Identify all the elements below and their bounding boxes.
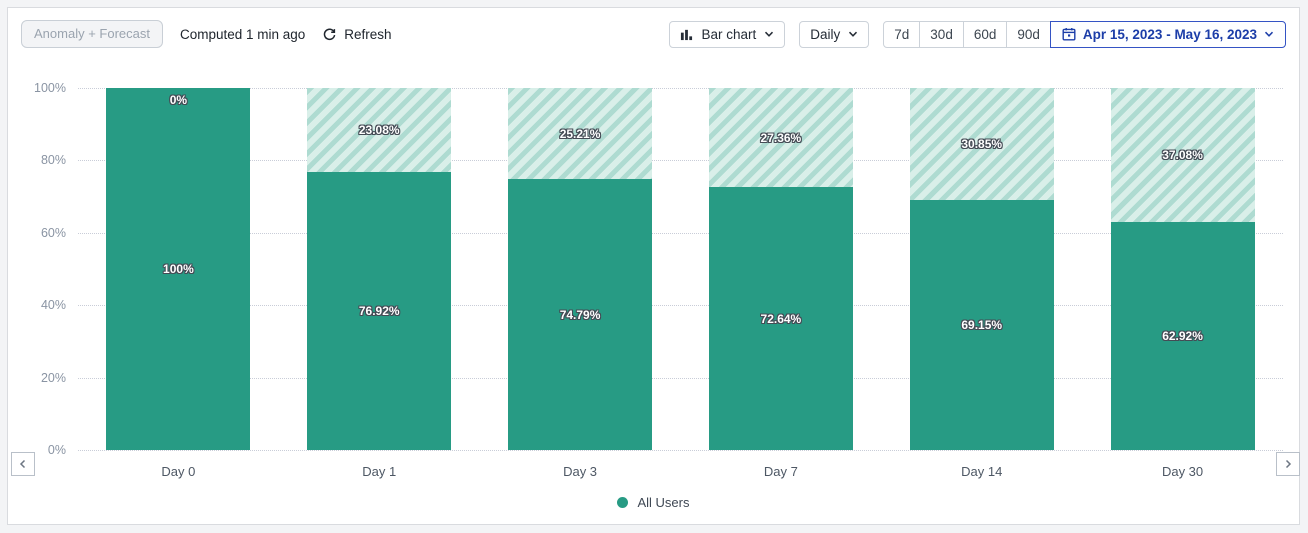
bar-chart-icon: [680, 28, 693, 41]
x-axis-label: Day 14: [961, 464, 1003, 479]
date-range-segmented-control: 7d 30d 60d 90d Apr 15, 2023 - May: [883, 20, 1286, 48]
x-axis-label: Day 3: [563, 464, 598, 479]
bar-segment-hatched[interactable]: [708, 88, 853, 188]
bar-segment-solid[interactable]: [1110, 222, 1255, 450]
bar-segment-hatched[interactable]: [508, 88, 653, 180]
toolbar-left: Anomaly + Forecast Computed 1 min ago Re…: [21, 20, 392, 48]
toolbar: Anomaly + Forecast Computed 1 min ago Re…: [8, 8, 1299, 60]
bar-column: 30.85% 69.15%: [881, 88, 1082, 450]
bar-segment-hatched[interactable]: [909, 88, 1054, 200]
x-axis-label: Day 1: [362, 464, 397, 479]
bar-segment-solid[interactable]: [307, 171, 452, 450]
gridline: [78, 305, 1283, 307]
refresh-icon: [322, 27, 337, 42]
legend-label: All Users: [637, 495, 690, 510]
chevron-down-icon: [764, 29, 774, 39]
gridline: [78, 450, 1283, 451]
chart-card: Anomaly + Forecast Computed 1 min ago Re…: [7, 7, 1300, 525]
bar-column: 23.08% 76.92%: [279, 88, 480, 450]
bar-segment-solid[interactable]: [106, 88, 251, 450]
stacked-bar-day-7: 27.36% 72.64%: [708, 88, 853, 450]
y-axis-tick-label: 60%: [40, 225, 66, 240]
anomaly-forecast-button[interactable]: Anomaly + Forecast: [21, 20, 163, 48]
chart-type-dropdown[interactable]: Bar chart: [669, 20, 786, 48]
range-button-60d[interactable]: 60d: [962, 20, 1008, 48]
chart-legend: All Users: [8, 495, 1299, 510]
y-axis-tick-label: 100%: [34, 81, 66, 95]
stacked-bar-day-3: 25.21% 74.79%: [508, 88, 653, 450]
x-axis-label: Day 7: [763, 464, 798, 479]
bar-column: 27.36% 72.64%: [680, 88, 881, 450]
chart-plot-area: 0% 20% 40% 60% 80% 100% 0% 100% 23.08% 76.92% 25.2…: [34, 81, 1283, 457]
range-button-30d[interactable]: 30d: [919, 20, 964, 48]
refresh-label: Refresh: [344, 26, 392, 42]
computed-status-text: Computed 1 min ago: [179, 26, 306, 42]
x-axis-label: Day 0: [161, 464, 196, 479]
x-axis-label: Day 30: [1161, 464, 1204, 479]
refresh-button[interactable]: Refresh: [322, 26, 392, 42]
legend-item[interactable]: All Users: [617, 495, 690, 510]
bar-segment-solid[interactable]: [508, 179, 653, 450]
bar-columns: 0% 100% 23.08% 76.92% 25.21% 74.79% 27.36% 72.6…: [78, 88, 1283, 450]
scroll-next-button[interactable]: [1276, 452, 1300, 476]
stacked-bar-day-1: 23.08% 76.92%: [307, 88, 452, 450]
stacked-bar-day-0: 0% 100%: [106, 88, 251, 450]
bar-segment-hatched[interactable]: [1110, 88, 1255, 223]
chevron-down-icon: [1264, 29, 1274, 39]
x-axis-labels: Day 0 Day 1 Day 3 Day 7 Day 14 Day 30: [78, 464, 1283, 479]
gridline: [78, 160, 1283, 162]
bar-column: 0% 100%: [78, 88, 279, 450]
y-axis-tick-label: 80%: [40, 153, 66, 168]
scroll-prev-button[interactable]: [11, 452, 35, 476]
date-range-picker[interactable]: Apr 15, 2023 - May 16, 2023: [1049, 20, 1286, 48]
range-button-7d[interactable]: 7d: [883, 20, 921, 48]
calendar-icon: [1062, 27, 1076, 41]
granularity-dropdown[interactable]: Daily: [799, 20, 870, 48]
y-axis-tick-label: 20%: [40, 370, 66, 385]
chevron-right-icon: [1283, 459, 1293, 469]
bar-column: 25.21% 74.79%: [480, 88, 681, 450]
bar-column: 37.08% 62.92%: [1082, 88, 1283, 450]
chevron-down-icon: [848, 29, 858, 39]
granularity-label: Daily: [810, 26, 841, 42]
legend-dot: [617, 497, 629, 508]
y-axis-tick-label: 0%: [47, 443, 66, 457]
stacked-bar-day-30: 37.08% 62.92%: [1110, 88, 1255, 450]
gridline: [78, 232, 1283, 234]
y-axis-tick-label: 40%: [40, 298, 66, 313]
bar-segment-solid[interactable]: [708, 187, 853, 450]
range-button-90d[interactable]: 90d: [1006, 20, 1051, 48]
stacked-bar-day-14: 30.85% 69.15%: [909, 88, 1054, 450]
chart-type-label: Bar chart: [701, 26, 757, 42]
gridline: [78, 88, 1283, 89]
toolbar-right: Bar chart Daily 7d 30d 60d 90d: [669, 20, 1286, 48]
bar-segment-solid[interactable]: [909, 199, 1054, 450]
chevron-left-icon: [18, 459, 28, 469]
bar-segment-hatched[interactable]: [307, 88, 452, 172]
date-range-label: Apr 15, 2023 - May 16, 2023: [1082, 26, 1257, 42]
gridline: [78, 377, 1283, 379]
